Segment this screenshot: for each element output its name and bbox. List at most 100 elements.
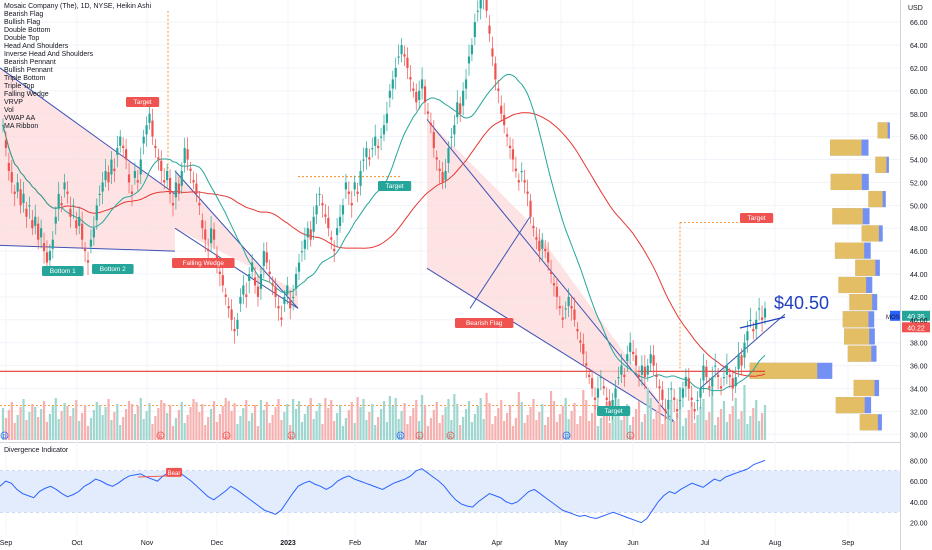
indicator-item[interactable]: Double Top (4, 35, 40, 42)
volume-bar (72, 408, 75, 440)
candle-body (664, 409, 667, 412)
candle-body (520, 170, 523, 173)
indicator-item[interactable]: Bearish Flag (4, 11, 44, 18)
candle-body (315, 205, 318, 215)
volume-bar (640, 422, 644, 440)
volume-bar (101, 415, 104, 440)
target-label: Target (605, 408, 623, 415)
price-tick: 34.00 (910, 386, 928, 393)
volume-bar (693, 423, 696, 440)
volume-bar (4, 418, 8, 440)
vrvp-bar (749, 362, 818, 379)
volume-bar (555, 422, 559, 440)
price-tick: 66.00 (910, 20, 928, 27)
volume-bar (558, 414, 561, 440)
candle-body (734, 377, 737, 387)
indicator-item[interactable]: Bullish Pennant (4, 67, 53, 74)
volume-bar (180, 402, 183, 440)
volume-bar (274, 407, 277, 440)
pattern-label-bg (92, 264, 134, 274)
indicator-item[interactable]: Head And Shoulders (4, 43, 69, 50)
candle-body (19, 189, 22, 206)
candle-body (224, 294, 227, 297)
indicator-item[interactable]: Inverse Head And Shoulders (4, 51, 94, 58)
candle-body (388, 90, 391, 98)
volume-bar (649, 398, 652, 440)
volume-bar (42, 401, 46, 440)
volume-bar (746, 424, 749, 440)
candle-body (725, 365, 728, 375)
candle-body (485, 0, 488, 11)
volume-bar (406, 424, 409, 440)
indicator-item[interactable]: Vol (4, 107, 14, 114)
indicator-item[interactable]: Bearish Pennant (4, 59, 56, 66)
volume-bar (22, 399, 25, 440)
candle-body (453, 125, 456, 135)
indicator-item[interactable]: Falling Wedge (4, 91, 49, 98)
currency-label: USD (908, 5, 923, 12)
price-axis: 66.00 64.00 62.00 60.00 58.00 56.00 54.00 52.00… (908, 5, 928, 439)
vrvp-bar (832, 208, 863, 225)
volume-bar (579, 416, 582, 440)
indicator-item[interactable]: Double Bottom (4, 27, 51, 34)
osc-line (0, 459, 766, 524)
candle-body (623, 374, 626, 378)
volume-bar (294, 409, 298, 440)
volume-bar (110, 420, 113, 440)
volume-bar (31, 404, 34, 440)
time-axis: Sep Oct Nov Dec 2023 Feb Mar Apr May Jun Jul Aug Sep (0, 540, 854, 547)
indicator-item[interactable]: Triple Bottom (4, 75, 46, 82)
volume-bar (239, 416, 242, 440)
volume-bar (262, 410, 265, 440)
candle-body (72, 205, 75, 207)
volume-bar (632, 417, 635, 440)
indicator-item[interactable]: Bullish Flag (4, 19, 41, 26)
indicator-item[interactable]: VRVP (4, 99, 23, 106)
volume-bar (265, 402, 268, 440)
volume-bar (198, 412, 201, 440)
indicator-item[interactable]: Triple Top (4, 83, 35, 90)
candle-body (702, 365, 705, 381)
volume-bar (1, 408, 5, 440)
volume-bar (752, 408, 755, 440)
volume-bar (177, 410, 180, 440)
volume-bar (690, 402, 693, 440)
candle-body (7, 162, 10, 171)
candle-body (529, 200, 532, 217)
volume-bar (608, 423, 611, 440)
volume-bar (412, 408, 415, 440)
candle-body (174, 182, 178, 198)
time-tick: Sep (0, 540, 12, 547)
volume-bar (92, 410, 95, 440)
volume-bar (19, 407, 22, 440)
candle-body (479, 0, 482, 9)
volume-bar (488, 403, 491, 440)
price-tick: 60.00 (910, 89, 928, 96)
candle-body (101, 182, 104, 192)
callout-arrow (739, 316, 786, 329)
volume-bar (297, 401, 301, 440)
candle-body (693, 409, 696, 412)
indicator-item[interactable]: VWAP AA (4, 115, 36, 122)
candle-body (362, 159, 365, 161)
time-tick: Nov (141, 540, 154, 547)
volume-bar (564, 398, 567, 440)
indicator-item[interactable]: MA Ribbon (4, 123, 39, 130)
candle-body (564, 308, 567, 310)
volume-bar (212, 401, 216, 440)
candle-body (535, 237, 538, 240)
volume-bar (467, 401, 471, 440)
candle-body (760, 317, 764, 320)
volume-bar (271, 415, 274, 440)
candle-body (673, 397, 676, 400)
candle-body (491, 48, 494, 57)
volume-bar (476, 406, 479, 440)
volume-bar (192, 399, 195, 440)
candle-body (585, 363, 588, 366)
volume-bar (34, 407, 37, 440)
volume-bar (743, 385, 746, 440)
volume-bar (547, 417, 550, 440)
candle-body (400, 45, 403, 55)
candle-body (251, 262, 254, 272)
volume-bar (309, 398, 312, 440)
